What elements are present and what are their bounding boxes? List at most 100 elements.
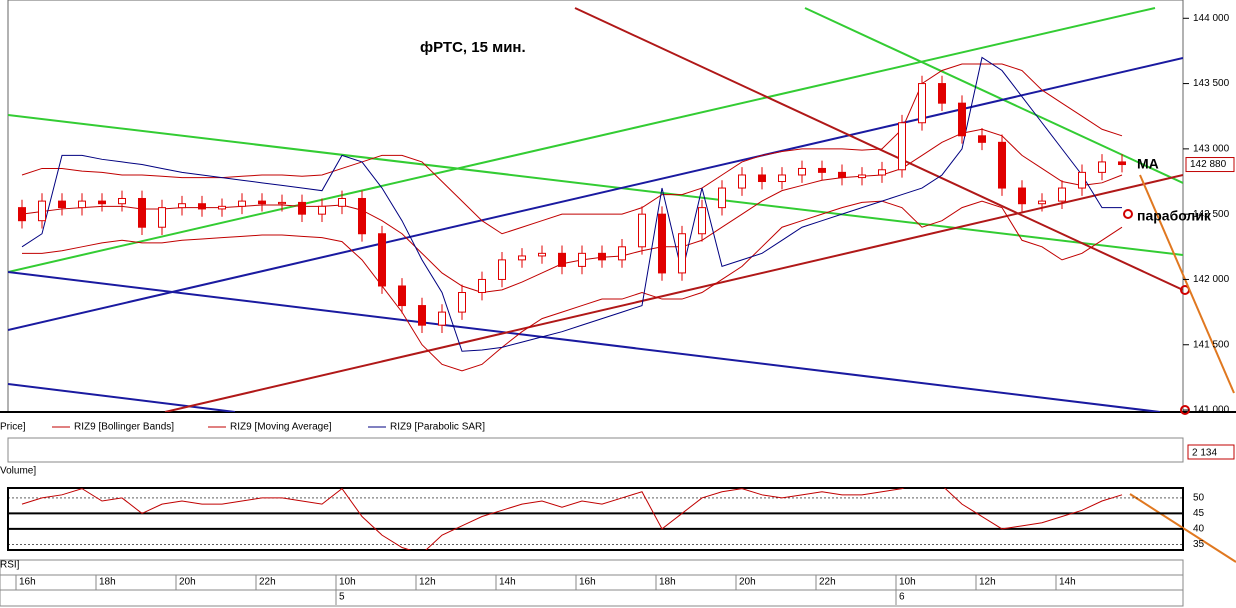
candle-body (1038, 200, 1046, 205)
candle-body (938, 83, 946, 104)
markers (1123, 209, 1190, 415)
candle-body (518, 255, 526, 261)
candle-body (678, 233, 686, 274)
candle-body (1058, 187, 1066, 202)
x-tick-label: 14h (1059, 577, 1076, 588)
candle-body (998, 141, 1006, 189)
y-tick-label: 143 500 (1193, 78, 1230, 89)
volume-label: 2 134 (1192, 448, 1217, 459)
candle-body (798, 167, 806, 176)
y-tick-label: 141 500 (1193, 339, 1230, 350)
candle-body (38, 200, 46, 222)
candle-body (138, 197, 146, 228)
y-tick-label: 144 000 (1193, 13, 1230, 24)
candle-body (638, 213, 646, 248)
candle-body (478, 278, 486, 294)
candle-body (658, 213, 666, 274)
candle-body (418, 305, 426, 326)
last-price-label: 142 880 (1190, 159, 1227, 170)
x-tick-label: 10h (339, 577, 356, 588)
candle-body (78, 200, 86, 209)
candle-body (858, 174, 866, 179)
candle-body (158, 207, 166, 228)
candle-body (718, 187, 726, 209)
candle-body (338, 197, 346, 207)
candle-body (98, 200, 106, 205)
candle-body (118, 197, 126, 205)
candle-body (878, 169, 886, 176)
candle-body (1098, 161, 1106, 173)
candle-body (578, 252, 586, 267)
x-tick-label: 12h (419, 577, 436, 588)
x-tick-label: 16h (579, 577, 596, 588)
candle-body (58, 200, 66, 209)
candle-body (458, 292, 466, 313)
y-tick-label: 142 000 (1193, 274, 1230, 285)
candle-body (818, 167, 826, 173)
candle-body (778, 174, 786, 183)
trend-lines (8, 7, 1183, 412)
price-plot (18, 56, 1126, 372)
candle-body (978, 135, 986, 143)
x-tick-label: 22h (819, 577, 836, 588)
candle-body (258, 200, 266, 205)
candle-body (538, 252, 546, 257)
candle-body (198, 203, 206, 210)
x-tick-label: 12h (979, 577, 996, 588)
candle-body (178, 203, 186, 209)
candle-body (358, 197, 366, 235)
candle-body (1018, 187, 1026, 205)
x-tick-label: 20h (179, 577, 196, 588)
candle-body (318, 205, 326, 215)
candle-body (498, 259, 506, 280)
bollinger-upper (21, 63, 1123, 235)
rsi-tick-label: 50 (1193, 493, 1205, 504)
rsi-plot (21, 488, 1123, 550)
candle-body (398, 285, 406, 307)
candle-body (618, 246, 626, 261)
annotation: параболик (1137, 208, 1212, 224)
candle-body (378, 233, 386, 287)
candle-body (218, 205, 226, 210)
candle-body (898, 122, 906, 171)
candle-body (738, 174, 746, 189)
candle-body (758, 174, 766, 183)
legend-label: RIZ9 [Bollinger Bands] (74, 422, 174, 433)
x-tick-label: 18h (659, 577, 676, 588)
rsi-tick-label: 45 (1193, 508, 1205, 519)
legend-label: RIZ9 [Parabolic SAR] (390, 422, 485, 433)
x-tick-label: 16h (19, 577, 36, 588)
panel-label: Volume] (0, 466, 36, 477)
bollinger-lower (22, 200, 1123, 372)
indicator-line (21, 56, 1122, 352)
candle-body (918, 83, 926, 124)
rsi-tick-label: 35 (1193, 539, 1205, 550)
candle-body (298, 201, 306, 215)
rsi-tick-label: 40 (1193, 524, 1205, 535)
y-tick-label: 142 500 (1193, 209, 1230, 220)
day-label: 5 (339, 592, 345, 603)
candle-body (278, 201, 286, 205)
candle-body (438, 311, 446, 326)
y-tick-label: 141 000 (1193, 405, 1230, 416)
candle-body (238, 200, 246, 207)
x-tick-label: 22h (259, 577, 276, 588)
x-tick-label: 10h (899, 577, 916, 588)
candle-body (1118, 161, 1126, 166)
candle-body (558, 252, 566, 267)
y-tick-label: 143 000 (1193, 144, 1230, 155)
candle-body (18, 207, 26, 222)
chart-title: фРТС, 15 мин. (420, 39, 526, 56)
legend-label: RIZ9 [Moving Average] (230, 422, 332, 433)
x-tick-label: 18h (99, 577, 116, 588)
candle-body (698, 207, 706, 235)
rsi-line (21, 488, 1123, 550)
x-tick-label: 20h (739, 577, 756, 588)
candle-body (598, 252, 606, 261)
candle-body (958, 102, 966, 137)
panel-label: Price] (0, 422, 26, 433)
volume-label-box (1187, 444, 1235, 460)
legend: RIZ9 [Bollinger Bands] RIZ9 [Moving Aver… (52, 422, 485, 433)
